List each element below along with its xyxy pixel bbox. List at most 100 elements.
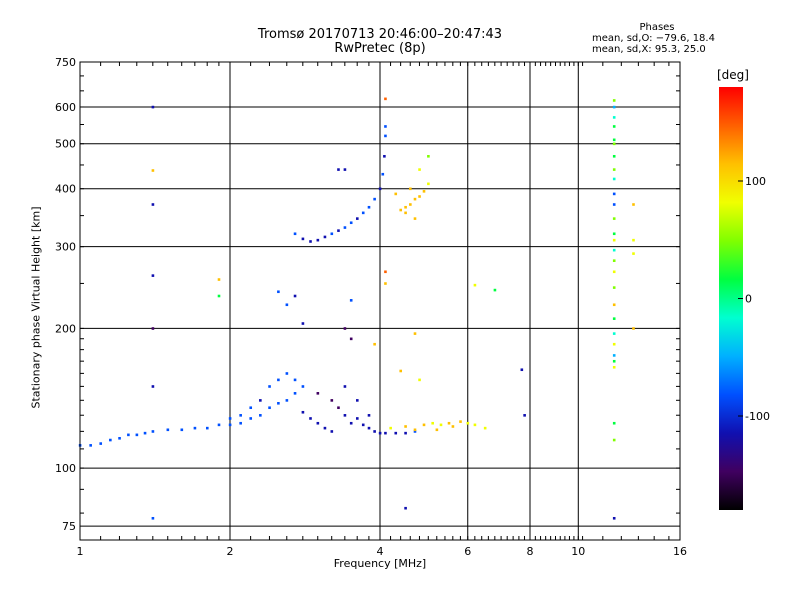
data-point	[473, 283, 477, 287]
data-point	[378, 187, 382, 191]
data-point	[612, 365, 616, 369]
data-point	[180, 428, 184, 432]
data-point	[459, 420, 462, 423]
data-point	[612, 270, 616, 274]
data-point	[277, 401, 280, 405]
data-point	[361, 423, 365, 427]
data-point	[127, 433, 130, 437]
data-point	[523, 414, 526, 417]
data-point	[493, 288, 497, 292]
data-point	[217, 294, 221, 298]
x-tick-label: 1	[77, 545, 84, 558]
data-point	[378, 431, 382, 435]
y-tick-label: 300	[55, 241, 76, 254]
data-point	[330, 232, 334, 236]
data-point	[151, 516, 155, 520]
axis-ticks: 1 2 4 6 8 10 16 75 100 200 300 400 500 600 750	[55, 56, 687, 558]
data-point	[612, 286, 616, 289]
data-point	[239, 421, 242, 425]
data-point	[612, 342, 616, 346]
data-point	[355, 399, 359, 402]
data-point	[316, 238, 320, 242]
data-point	[259, 399, 262, 402]
data-point	[249, 406, 253, 410]
data-point	[612, 105, 616, 109]
data-point	[293, 392, 297, 395]
data-point	[323, 235, 327, 239]
data-point	[228, 423, 232, 427]
data-points	[78, 97, 635, 520]
data-point	[349, 299, 353, 302]
data-point	[612, 177, 616, 181]
data-point	[89, 444, 92, 447]
data-point	[612, 248, 616, 252]
data-point	[166, 428, 170, 432]
data-point	[389, 426, 392, 430]
data-point	[447, 421, 451, 425]
data-point	[435, 428, 439, 432]
data-point	[612, 99, 616, 102]
data-point	[418, 378, 421, 382]
data-point	[632, 252, 635, 255]
data-point	[413, 428, 417, 432]
data-point	[612, 317, 616, 320]
data-point	[285, 303, 289, 307]
data-point	[413, 217, 417, 220]
chart-subtitle: RwPretec (8p)	[334, 41, 426, 56]
data-point	[409, 187, 412, 191]
data-point	[343, 327, 347, 330]
data-point	[612, 359, 616, 363]
data-point	[451, 425, 455, 428]
x-tick-label: 4	[377, 545, 384, 558]
data-point	[418, 195, 421, 198]
data-point	[355, 217, 359, 220]
data-point	[427, 154, 430, 158]
x-tick-label: 16	[673, 545, 687, 558]
data-point	[612, 238, 616, 242]
data-point	[151, 105, 155, 109]
data-point	[349, 221, 353, 225]
data-point	[612, 438, 616, 442]
data-point	[384, 97, 387, 101]
data-point	[135, 433, 139, 437]
data-point	[309, 417, 312, 420]
data-point	[483, 426, 487, 430]
data-point	[99, 442, 103, 445]
data-point	[404, 425, 407, 428]
data-point	[381, 172, 385, 176]
y-tick-label: 200	[55, 322, 76, 335]
data-point	[466, 421, 470, 425]
data-point	[422, 190, 426, 193]
data-point	[277, 290, 280, 294]
phase-stats-o: mean, sd,O: −79.6, 18.4	[592, 33, 715, 44]
data-point	[612, 168, 616, 171]
data-point	[612, 421, 616, 425]
data-point	[632, 327, 635, 330]
data-point	[151, 169, 155, 172]
data-point	[612, 142, 616, 146]
x-tick-label: 6	[464, 545, 471, 558]
data-point	[413, 430, 417, 433]
phase-stats-heading: Phases	[639, 22, 675, 33]
data-point	[612, 516, 616, 520]
data-point	[217, 423, 221, 427]
data-point	[343, 226, 347, 229]
x-axis-label: Frequency [MHz]	[333, 557, 427, 570]
colorbar-tick-label: 100	[745, 175, 766, 188]
data-point	[612, 354, 616, 357]
data-point	[612, 259, 616, 262]
data-point	[431, 421, 434, 425]
y-tick-label: 600	[55, 101, 76, 114]
data-point	[473, 423, 477, 427]
colorbar-tick-label: 0	[745, 293, 752, 306]
data-point	[217, 278, 221, 281]
y-tick-label: 500	[55, 138, 76, 151]
data-point	[384, 282, 387, 285]
data-point	[404, 205, 407, 209]
data-point	[632, 203, 635, 206]
data-point	[384, 270, 387, 274]
data-point	[394, 192, 398, 196]
data-point	[404, 506, 407, 510]
data-point	[293, 378, 297, 382]
data-point	[205, 426, 209, 430]
